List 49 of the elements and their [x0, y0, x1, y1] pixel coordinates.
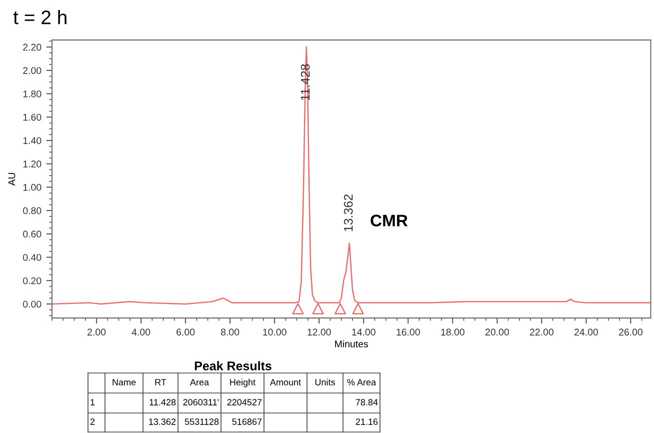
y-tick-label: 1.00 — [23, 184, 42, 191]
y-tick-label: 0.80 — [23, 207, 42, 214]
text: Name — [112, 379, 136, 386]
y-tick-label: 1.80 — [23, 90, 42, 98]
y-tick-label: 1.60 — [23, 114, 42, 121]
text: % Area — [347, 379, 376, 386]
text: RT — [155, 379, 166, 386]
text: Height — [230, 378, 256, 388]
text: 78.84 — [356, 399, 378, 406]
text: 11.428 — [150, 399, 176, 406]
x-tick-label: 12.00 — [308, 328, 331, 336]
y-tick-label: 0.40 — [23, 254, 42, 261]
x-tick-label: 24.00 — [574, 328, 598, 336]
annotation: 11.428 — [300, 64, 310, 100]
x-axis-title: Minutes — [335, 340, 368, 348]
text: Area — [190, 379, 210, 386]
annotation: 13.362 — [344, 194, 353, 232]
text: Amount — [270, 379, 301, 386]
y-tick-label: 1.20 — [23, 160, 42, 168]
text: Peak Results — [194, 361, 272, 370]
x-tick-label: 20.00 — [485, 328, 509, 336]
y-tick-label: 0.20 — [23, 277, 42, 284]
x-tick-label: 4.00 — [132, 328, 150, 336]
y-tick-label: 2.20 — [23, 44, 42, 51]
text: 2204527 — [227, 399, 262, 406]
text: 2060311' — [183, 399, 219, 406]
text: 2 — [90, 418, 95, 425]
x-tick-label: 26.00 — [619, 328, 642, 336]
text: 21.16 — [356, 418, 378, 425]
x-tick-label: 8.00 — [221, 328, 240, 336]
x-tick-label: 18.00 — [441, 328, 464, 336]
text: 1 — [90, 399, 95, 406]
y-tick-label: 2.00 — [23, 67, 42, 74]
x-tick-label: 6.00 — [176, 328, 195, 336]
text: 516867 — [232, 418, 262, 425]
y-tick-label: 0.00 — [23, 300, 42, 308]
annotation: CMR — [370, 214, 408, 226]
text: 13.362 — [149, 418, 176, 425]
x-tick-label: 16.00 — [396, 328, 420, 336]
y-tick-label: 0.60 — [23, 230, 42, 238]
chart-title: t = 2 h — [13, 10, 66, 24]
x-tick-label: 22.00 — [530, 328, 554, 336]
text: 5531128 — [184, 418, 219, 425]
x-tick-label: 14.00 — [352, 328, 376, 336]
y-axis-title: AU — [8, 173, 16, 186]
x-tick-label: 10.00 — [263, 328, 286, 336]
text: Units — [315, 378, 335, 386]
y-tick-label: 1.40 — [23, 137, 42, 144]
x-tick-label: 2.00 — [88, 328, 106, 336]
